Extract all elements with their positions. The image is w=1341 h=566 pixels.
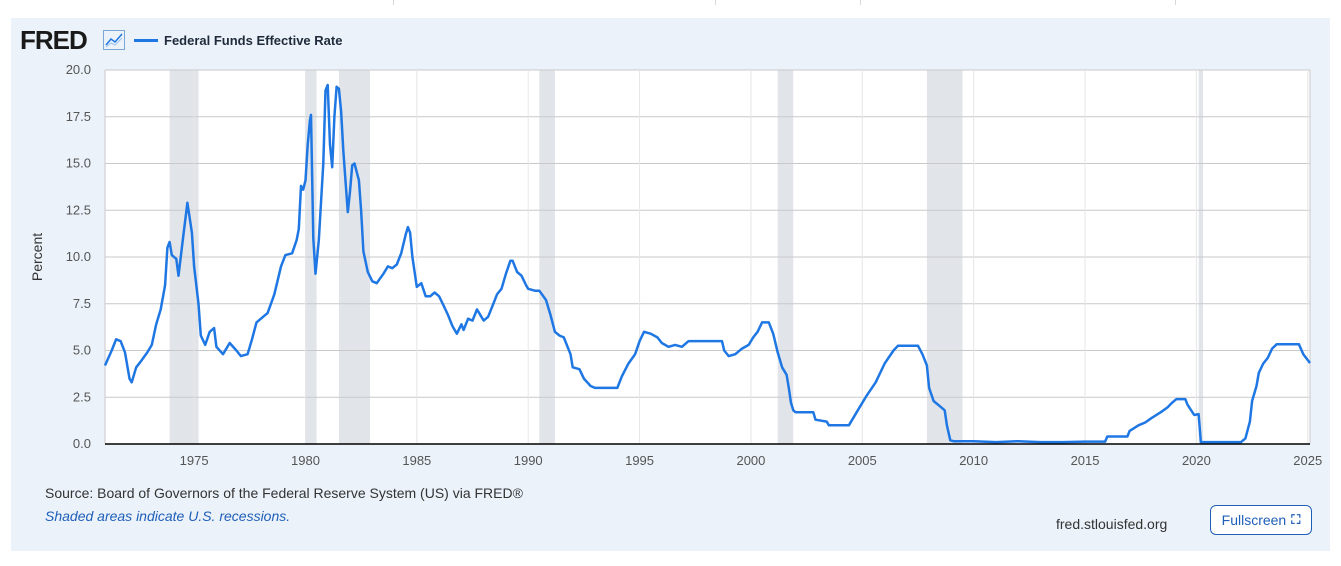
y-tick-label: 17.5	[66, 109, 91, 124]
expand-icon: ⛶	[1291, 512, 1301, 527]
y-tick-label: 15.0	[66, 156, 91, 171]
legend-swatch	[134, 38, 158, 42]
y-tick-label: 10.0	[66, 249, 91, 264]
x-tick-label: 1995	[625, 453, 654, 468]
fullscreen-button[interactable]: Fullscreen ⛶	[1210, 505, 1312, 535]
y-axis-label: Percent	[29, 233, 45, 281]
y-tick-label: 5.0	[73, 343, 91, 358]
top-divider	[0, 0, 1341, 18]
y-tick-label: 20.0	[66, 62, 91, 77]
x-tick-label: 2010	[959, 453, 988, 468]
x-tick-label: 2020	[1182, 453, 1211, 468]
y-tick-label: 0.0	[73, 436, 91, 451]
x-tick-label: 1975	[180, 453, 209, 468]
chart-legend: Federal Funds Effective Rate	[134, 31, 342, 49]
line-chart-icon	[103, 30, 125, 50]
x-tick-label: 2000	[736, 453, 765, 468]
series-line-0	[103, 83, 1311, 444]
x-tick-label: 2015	[1071, 453, 1100, 468]
x-tick-label: 2025	[1293, 453, 1322, 468]
recession-note: Shaded areas indicate U.S. recessions.	[45, 508, 291, 524]
x-tick-label: 2005	[848, 453, 877, 468]
y-tick-label: 7.5	[73, 296, 91, 311]
x-tick-label: 1985	[402, 453, 431, 468]
x-tick-label: 1990	[514, 453, 543, 468]
site-url[interactable]: fred.stlouisfed.org	[1056, 516, 1168, 532]
legend-label: Federal Funds Effective Rate	[164, 32, 343, 48]
source-note: Source: Board of Governors of the Federa…	[45, 485, 523, 501]
y-tick-label: 2.5	[73, 389, 91, 404]
fullscreen-label: Fullscreen	[1221, 512, 1287, 528]
y-tick-label: 12.5	[66, 202, 91, 217]
x-tick-label: 1980	[291, 453, 320, 468]
fred-logo[interactable]: FRED	[20, 25, 88, 55]
